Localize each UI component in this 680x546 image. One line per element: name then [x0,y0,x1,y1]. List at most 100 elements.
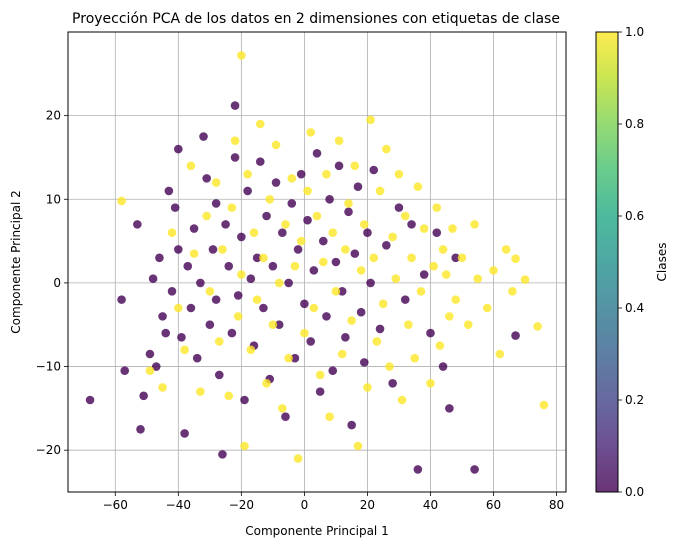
scatter-point-class-1 [158,383,167,392]
scatter-point-class-1 [278,404,287,413]
scatter-point-class-1 [347,316,356,325]
scatter-point-class-1 [224,391,234,401]
scatter-point-class-0 [344,207,353,217]
scatter-point-class-0 [233,291,243,300]
scatter-point-class-1 [438,245,448,254]
scatter-point-class-0 [186,303,196,313]
x-axis-ticks: −60 −40 −20 0 20 40 60 80 [103,492,564,512]
scatter-point-class-1 [366,115,375,125]
scatter-point-class-0 [407,220,416,229]
scatter-point-class-0 [382,240,391,250]
scatter-point-class-0 [281,412,290,422]
x-tick-label: −40 [166,498,191,512]
scatter-point-class-1 [287,174,297,183]
scatter-point-class-0 [322,312,331,321]
x-tick-label: 80 [549,498,564,512]
scatter-point-class-0 [290,353,300,363]
scatter-point-class-1 [186,161,196,171]
scatter-point-class-1 [262,378,271,388]
scatter-point-class-1 [271,140,281,150]
scatter-point-class-1 [426,378,435,388]
scatter-point-class-0 [262,211,271,221]
scatter-point-class-1 [196,387,205,396]
scatter-point-class-0 [164,186,174,196]
colorbar-tick-label: 0.4 [625,301,644,315]
scatter-point-class-0 [312,148,322,158]
colorbar-tick-label: 1.0 [625,25,644,39]
scatter-point-class-1 [404,320,413,330]
scatter-point-class-0 [293,245,303,254]
scatter-point-class-0 [136,424,145,434]
scatter-point-class-0 [148,274,158,284]
scatter-point-class-0 [243,186,252,196]
scatter-point-class-1 [413,182,423,192]
x-tick-label: 0 [301,498,309,512]
scatter-point-class-1 [214,337,224,346]
scatter-point-class-1 [432,203,442,212]
scatter-point-class-1 [407,253,416,263]
scatter-point-class-0 [356,307,366,317]
scatter-point-class-0 [230,153,240,162]
scatter-point-class-0 [309,266,319,275]
scatter-point-class-0 [319,236,328,246]
scatter-point-class-0 [221,220,230,229]
scatter-point-class-1 [410,353,420,363]
scatter-point-class-0 [155,253,164,263]
scatter-point-class-1 [520,275,530,284]
scatter-point-class-1 [508,286,517,296]
scatter-point-class-0 [347,420,356,430]
scatter-point-class-0 [189,224,199,233]
x-tick-label: −60 [103,498,128,512]
scatter-point-class-0 [419,270,429,279]
scatter-point-class-0 [208,245,218,254]
scatter-point-class-0 [325,194,334,204]
y-tick-label: 0 [53,276,61,290]
scatter-point-class-0 [117,295,126,304]
scatter-point-class-0 [438,362,448,371]
scatter-point-class-1 [363,383,372,392]
scatter-point-class-1 [400,211,410,221]
scatter-point-class-1 [470,220,479,229]
scatter-point-class-1 [315,370,325,380]
scatter-point-class-0 [300,299,309,309]
scatter-point-class-1 [448,224,457,233]
y-tick-label: 10 [46,192,61,206]
y-tick-label: 20 [46,109,61,123]
scatter-point-class-0 [85,395,95,405]
scatter-point-class-1 [372,337,382,346]
scatter-point-class-1 [394,169,404,179]
scatter-point-class-0 [388,378,397,388]
scatter-point-class-1 [325,412,334,422]
scatter-point-class-1 [303,186,312,196]
scatter-point-class-0 [413,465,423,474]
scatter-point-class-1 [300,328,309,338]
scatter-point-class-0 [375,324,385,334]
colorbar-ticks: 0.0 0.2 0.4 0.6 0.8 1.0 [618,25,644,499]
scatter-point-class-1 [284,353,293,363]
scatter-point-class-1 [482,303,492,313]
scatter-point-class-1 [319,257,328,267]
scatter-point-class-0 [145,349,155,359]
x-tick-label: −20 [229,498,254,512]
scatter-point-class-0 [158,312,167,321]
scatter-point-class-1 [233,312,243,321]
scatter-point-class-0 [120,366,130,376]
scatter-point-class-1 [350,161,360,171]
y-axis-label: Componente Principal 2 [9,190,23,333]
scatter-point-class-1 [489,266,498,275]
scatter-point-class-0 [170,203,180,212]
scatter-point-class-0 [177,332,186,342]
scatter-point-class-0 [218,450,227,459]
scatter-point-class-1 [463,320,473,330]
scatter-point-class-0 [174,144,183,154]
scatter-point-class-0 [224,261,234,271]
scatter-point-class-1 [202,211,211,221]
colorbar-frame [595,31,619,493]
scatter-point-class-0 [350,249,360,258]
colorbar [596,32,618,492]
scatter-point-class-1 [337,349,347,359]
scatter-point-class-1 [416,286,426,296]
scatter-point-class-1 [375,186,385,196]
x-tick-label: 20 [360,498,375,512]
scatter-point-class-1 [290,261,300,271]
